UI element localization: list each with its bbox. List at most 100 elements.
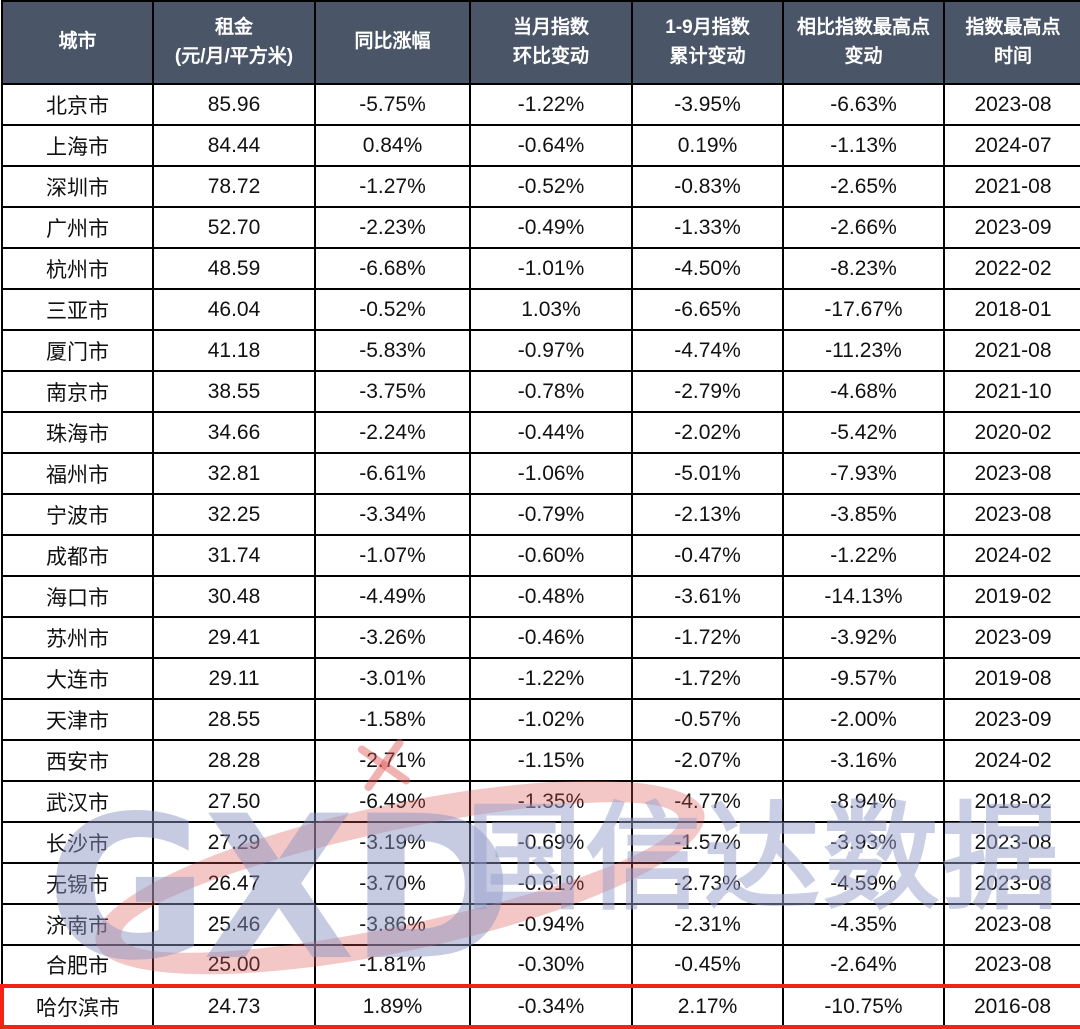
table-cell: -1.33% xyxy=(631,206,784,249)
table-cell: 2023-08 xyxy=(943,903,1080,946)
table-row: 福州市 32.81 -6.61% -1.06% -5.01% -7.93% 2023-08 xyxy=(1,452,1080,495)
table-cell: -3.93% xyxy=(782,821,945,864)
table-cell: -3.61% xyxy=(631,575,784,618)
table-row: 成都市 31.74 -1.07% -0.60% -0.47% -1.22% 2024-02 xyxy=(1,534,1080,577)
table-cell: -1.35% xyxy=(469,780,633,823)
table-cell: -3.92% xyxy=(782,616,945,659)
table-cell: -2.00% xyxy=(782,698,945,741)
table-cell: -2.79% xyxy=(631,370,784,413)
table-cell: -9.57% xyxy=(782,657,945,700)
table-cell: -0.52% xyxy=(469,165,633,208)
table-cell: 2024-07 xyxy=(943,124,1080,167)
col-header-peak-time: 指数最高点 时间 xyxy=(943,0,1080,85)
table-cell: -1.02% xyxy=(469,698,633,741)
table-cell: -6.49% xyxy=(314,780,471,823)
table-cell: 25.46 xyxy=(152,903,316,946)
table-cell: 2022-02 xyxy=(943,247,1080,290)
table-cell: 46.04 xyxy=(152,288,316,331)
table-cell: -0.61% xyxy=(469,862,633,905)
table-cell: 2.17% xyxy=(631,984,784,1029)
table-cell: 2024-02 xyxy=(943,739,1080,782)
table-cell: -0.52% xyxy=(314,288,471,331)
table-cell: -0.47% xyxy=(631,534,784,577)
col-header-city: 城市 xyxy=(1,0,154,85)
table-row: 深圳市 78.72 -1.27% -0.52% -0.83% -2.65% 2021-08 xyxy=(1,165,1080,208)
table-cell: -5.42% xyxy=(782,411,945,454)
table-cell: -2.66% xyxy=(782,206,945,249)
table-cell: -1.57% xyxy=(631,821,784,864)
table-cell: -4.68% xyxy=(782,370,945,413)
table-cell: -3.70% xyxy=(314,862,471,905)
table-cell: -4.35% xyxy=(782,903,945,946)
header-line: (元/月/平方米) xyxy=(174,45,294,67)
table-cell: 1.03% xyxy=(469,288,633,331)
table-cell: -0.60% xyxy=(469,534,633,577)
table-row: 武汉市 27.50 -6.49% -1.35% -4.77% -8.94% 2018-02 xyxy=(1,780,1080,823)
table-row: 合肥市 25.00 -1.81% -0.30% -0.45% -2.64% 2023-08 xyxy=(1,944,1080,987)
table-cell: 26.47 xyxy=(152,862,316,905)
table-cell: -2.13% xyxy=(631,493,784,536)
table-cell: 52.70 xyxy=(152,206,316,249)
table-cell: 2016-08 xyxy=(943,984,1080,1029)
table-row: 苏州市 29.41 -3.26% -0.46% -1.72% -3.92% 2023-09 xyxy=(1,616,1080,659)
table-cell: 西安市 xyxy=(1,739,154,782)
header-line: 当月指数 xyxy=(512,17,589,38)
table-cell: 2023-08 xyxy=(943,862,1080,905)
table-cell: 27.29 xyxy=(152,821,316,864)
table-cell: -3.85% xyxy=(782,493,945,536)
table-cell: 84.44 xyxy=(152,124,316,167)
table-cell: 38.55 xyxy=(152,370,316,413)
table-cell: 32.25 xyxy=(152,493,316,536)
table-row: 杭州市 48.59 -6.68% -1.01% -4.50% -8.23% 2022-02 xyxy=(1,247,1080,290)
table-cell: -0.45% xyxy=(631,944,784,987)
table-cell: 29.11 xyxy=(152,657,316,700)
table-cell: 南京市 xyxy=(1,370,154,413)
col-header-rent: 租金 (元/月/平方米) xyxy=(152,0,316,85)
table-row: 广州市 52.70 -2.23% -0.49% -1.33% -2.66% 2023-09 xyxy=(1,206,1080,249)
table-cell: 2023-08 xyxy=(943,83,1080,126)
table-cell: 25.00 xyxy=(152,944,316,987)
header-line: 同比涨幅 xyxy=(354,31,431,53)
table-cell: -1.72% xyxy=(631,657,784,700)
table-row: 厦门市 41.18 -5.83% -0.97% -4.74% -11.23% 2021-08 xyxy=(1,329,1080,372)
header-line: 城市 xyxy=(58,31,97,53)
table-cell: 29.41 xyxy=(152,616,316,659)
table-cell: -1.01% xyxy=(469,247,633,290)
header-line: 环比变动 xyxy=(512,45,589,67)
table-row: 南京市 38.55 -3.75% -0.78% -2.79% -4.68% 2021-10 xyxy=(1,370,1080,413)
table-cell: -3.75% xyxy=(314,370,471,413)
table-cell: 济南市 xyxy=(1,903,154,946)
table-cell: -6.61% xyxy=(314,452,471,495)
table-cell: -10.75% xyxy=(782,984,945,1029)
table-cell: -5.83% xyxy=(314,329,471,372)
table-cell: 2023-09 xyxy=(943,206,1080,249)
table-cell: -3.16% xyxy=(782,739,945,782)
table-cell: 长沙市 xyxy=(1,821,154,864)
table-cell: 成都市 xyxy=(1,534,154,577)
table-cell: 天津市 xyxy=(1,698,154,741)
table-cell: 2019-08 xyxy=(943,657,1080,700)
table-cell: -0.94% xyxy=(469,903,633,946)
table-cell: 北京市 xyxy=(1,83,154,126)
table-cell: -3.26% xyxy=(314,616,471,659)
table-row: 济南市 25.46 -3.86% -0.94% -2.31% -4.35% 2023-08 xyxy=(1,903,1080,946)
table-cell: 2021-08 xyxy=(943,329,1080,372)
table-cell: -2.73% xyxy=(631,862,784,905)
table-cell: 27.50 xyxy=(152,780,316,823)
table-cell: -7.93% xyxy=(782,452,945,495)
table-cell: -3.95% xyxy=(631,83,784,126)
table-cell: -3.86% xyxy=(314,903,471,946)
table-cell: -0.97% xyxy=(469,329,633,372)
table-row-highlighted: 哈尔滨市 24.73 1.89% -0.34% 2.17% -10.75% 2016-08 xyxy=(0,984,1080,1029)
table-cell: -8.94% xyxy=(782,780,945,823)
table-cell: -11.23% xyxy=(782,329,945,372)
table-cell: 福州市 xyxy=(1,452,154,495)
table-cell: -1.22% xyxy=(469,657,633,700)
table-cell: 宁波市 xyxy=(1,493,154,536)
table-cell: -0.48% xyxy=(469,575,633,618)
table-cell: 2023-08 xyxy=(943,493,1080,536)
table-cell: 上海市 xyxy=(1,124,154,167)
table-cell: -1.15% xyxy=(469,739,633,782)
table-cell: -1.81% xyxy=(314,944,471,987)
